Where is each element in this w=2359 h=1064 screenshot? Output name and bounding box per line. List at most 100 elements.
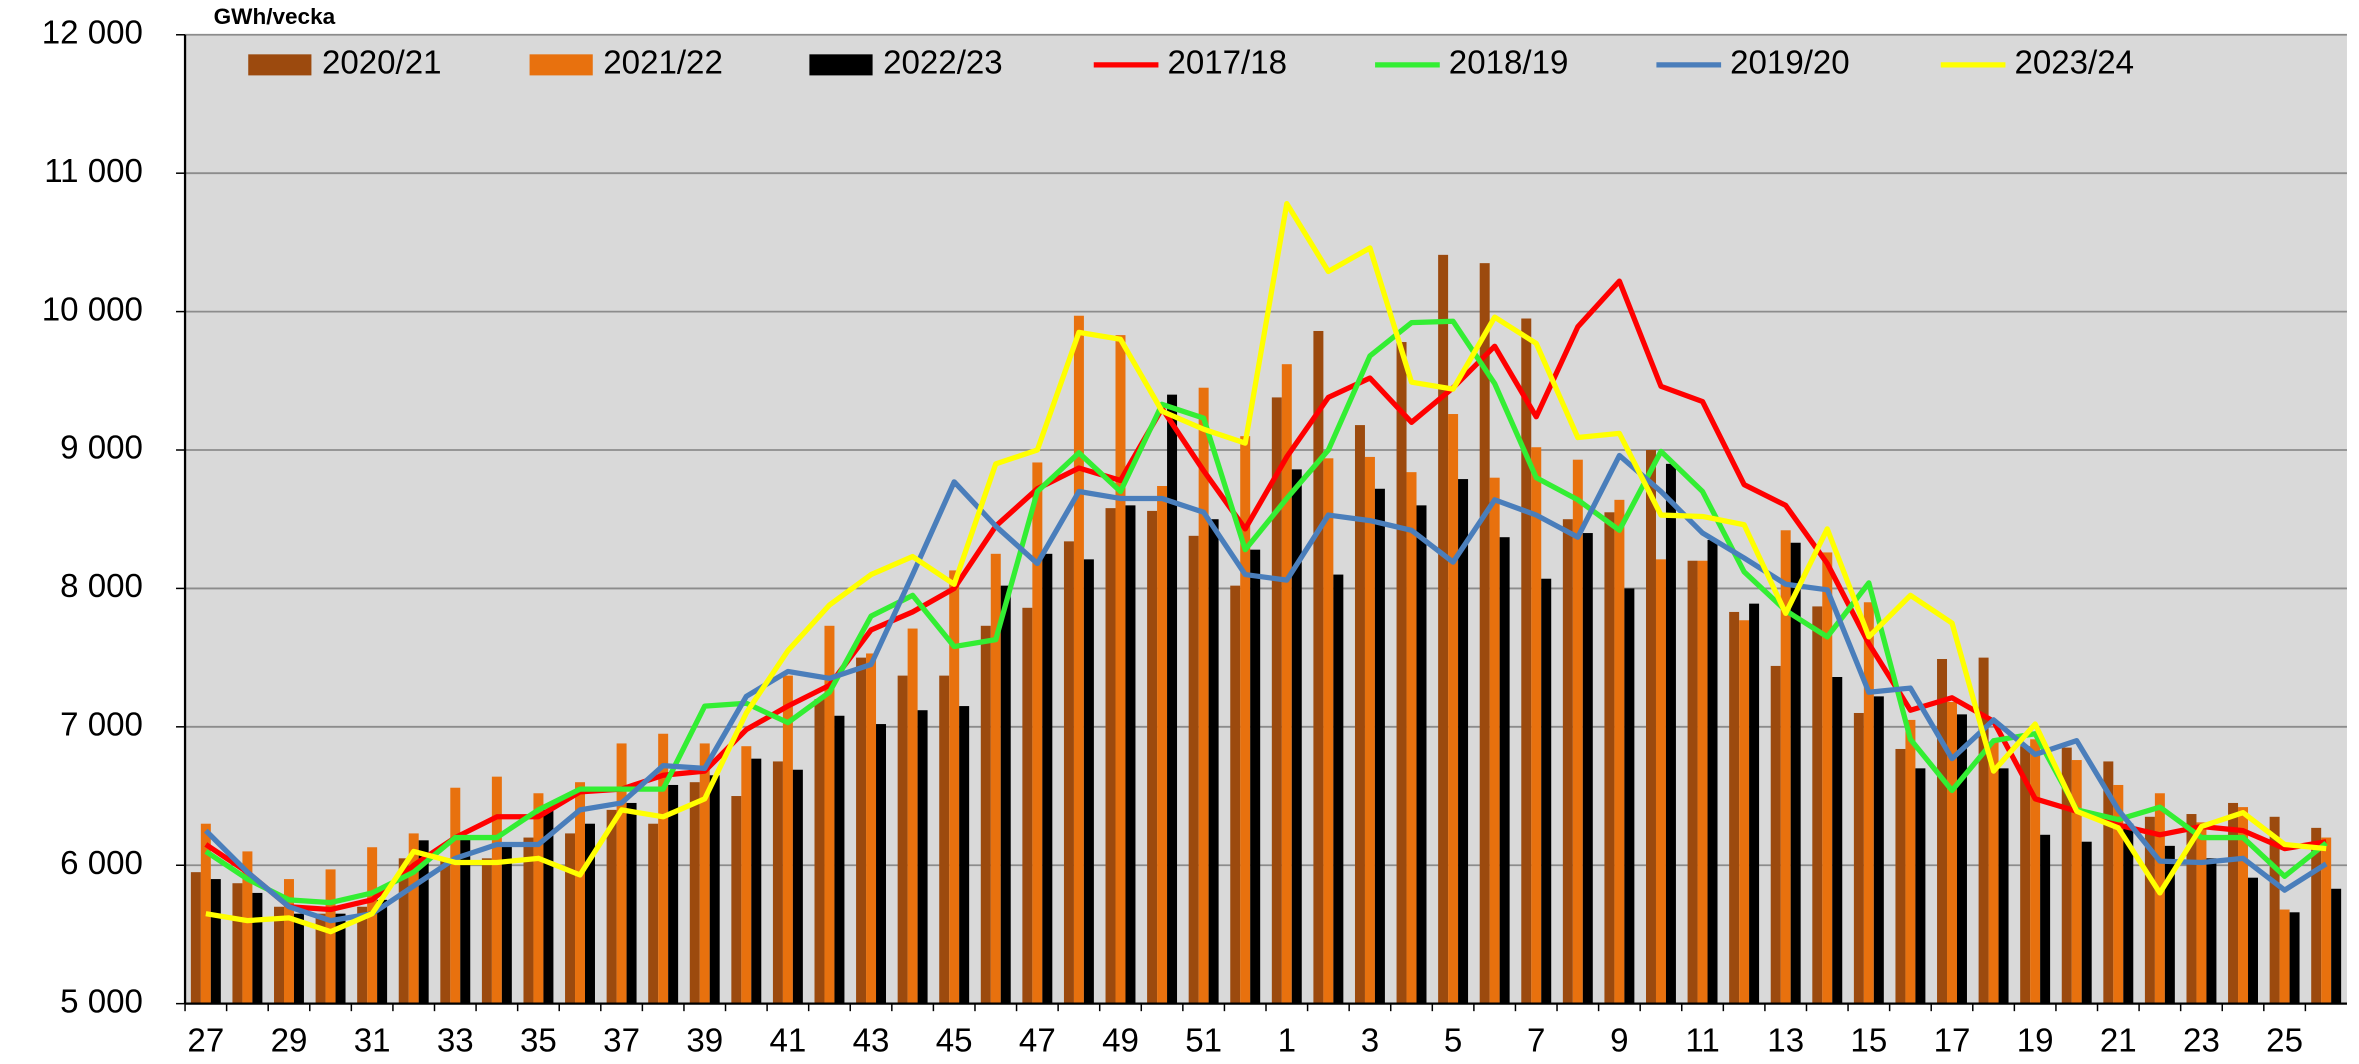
bar xyxy=(668,784,679,1004)
bar xyxy=(1105,508,1116,1004)
bar xyxy=(1416,505,1427,1004)
bar xyxy=(1739,620,1750,1004)
bar xyxy=(1562,519,1573,1004)
x-tick-label: 35 xyxy=(520,1023,557,1060)
axes: 5 000 6 000 7 000 8 000 9 000 10 000 11 000 12 … xyxy=(42,15,2347,1060)
bar xyxy=(2154,793,2165,1004)
bar xyxy=(699,743,710,1004)
bar xyxy=(1614,499,1625,1004)
bar xyxy=(741,746,752,1004)
y-tick-label: 11 000 xyxy=(44,153,143,190)
x-tick-label: 49 xyxy=(1102,1023,1139,1060)
bar xyxy=(1646,450,1656,1004)
bar xyxy=(1073,315,1084,1004)
bar xyxy=(1707,539,1718,1004)
line-series xyxy=(205,201,2327,935)
bar xyxy=(648,823,659,1004)
x-tick-label: 29 xyxy=(271,1023,308,1060)
bar xyxy=(917,710,928,1004)
bar xyxy=(1863,602,1874,1004)
bar xyxy=(1250,549,1261,1004)
bar xyxy=(1125,505,1136,1004)
bar xyxy=(1822,552,1833,1004)
y-tick-label: 5 000 xyxy=(60,983,143,1020)
bar xyxy=(2113,784,2124,1004)
legend-swatch xyxy=(529,54,593,76)
bar xyxy=(293,913,304,1004)
x-tick-label: 3 xyxy=(1361,1023,1379,1060)
bar xyxy=(814,699,825,1004)
y-tick-label: 7 000 xyxy=(60,707,143,744)
legend-label: 2019/20 xyxy=(1730,45,1850,82)
bar xyxy=(990,553,1001,1004)
bar xyxy=(1729,611,1740,1004)
bar xyxy=(1604,512,1615,1004)
bar xyxy=(418,840,429,1004)
x-tick-label: 45 xyxy=(936,1023,973,1060)
bar xyxy=(1240,436,1251,1004)
bar xyxy=(1313,330,1324,1004)
bar xyxy=(565,833,576,1004)
bar xyxy=(1188,535,1199,1004)
bar xyxy=(1895,748,1906,1004)
bar xyxy=(856,657,867,1004)
bar xyxy=(1947,701,1957,1004)
bar xyxy=(1479,263,1490,1004)
bar xyxy=(585,823,595,1004)
y-tick-label: 12 000 xyxy=(42,15,143,52)
bar xyxy=(1832,677,1843,1004)
legend-label: 2022/23 xyxy=(883,45,1003,82)
x-tick-label: 17 xyxy=(1934,1023,1971,1060)
bar xyxy=(876,724,887,1004)
bar xyxy=(1624,588,1635,1004)
bar xyxy=(1531,447,1542,1004)
bar xyxy=(1521,318,1532,1004)
bar xyxy=(1499,537,1510,1004)
bar xyxy=(481,858,492,1004)
bar xyxy=(949,570,960,1004)
bar xyxy=(1042,553,1053,1004)
bar xyxy=(1115,335,1126,1004)
x-tick-label: 43 xyxy=(853,1023,890,1060)
bar xyxy=(1915,768,1926,1004)
bar xyxy=(1147,510,1158,1004)
y-tick-label: 8 000 xyxy=(60,568,143,605)
legend-label: 2023/24 xyxy=(2014,45,2134,82)
bar xyxy=(357,906,368,1004)
bar xyxy=(1541,578,1552,1004)
bar xyxy=(2321,837,2332,1004)
y-tick-label: 9 000 xyxy=(60,430,143,467)
bar xyxy=(1271,397,1282,1004)
bar xyxy=(491,776,502,1004)
bar xyxy=(1354,425,1365,1004)
bar xyxy=(501,844,512,1004)
bar xyxy=(1406,472,1417,1004)
x-tick-label: 7 xyxy=(1527,1023,1545,1060)
bar xyxy=(1873,696,1884,1004)
bar xyxy=(1022,607,1033,1004)
bar xyxy=(2238,807,2249,1004)
bar xyxy=(1083,559,1094,1004)
bar xyxy=(2040,834,2051,1004)
bar xyxy=(709,775,720,1004)
x-tick-label: 13 xyxy=(1767,1023,1804,1060)
bar xyxy=(232,883,243,1004)
bar xyxy=(1697,560,1708,1004)
bar xyxy=(1396,342,1407,1004)
bar xyxy=(242,851,253,1004)
bar xyxy=(1333,574,1344,1004)
bar xyxy=(1323,458,1334,1004)
bar xyxy=(252,892,263,1004)
bar xyxy=(1770,665,1781,1004)
bar xyxy=(2186,814,2197,1004)
x-tick-label: 39 xyxy=(686,1023,723,1060)
bar xyxy=(2020,746,2031,1004)
legend: 2020/21 2021/22 2022/23 2017/18 2018/19 2019/… xyxy=(248,45,2134,82)
bar xyxy=(1937,659,1948,1004)
x-tick-label: 15 xyxy=(1850,1023,1887,1060)
bar xyxy=(1364,456,1375,1004)
bar xyxy=(616,743,627,1004)
bar xyxy=(1291,469,1302,1004)
bar xyxy=(1063,541,1074,1004)
bar xyxy=(1448,414,1459,1004)
